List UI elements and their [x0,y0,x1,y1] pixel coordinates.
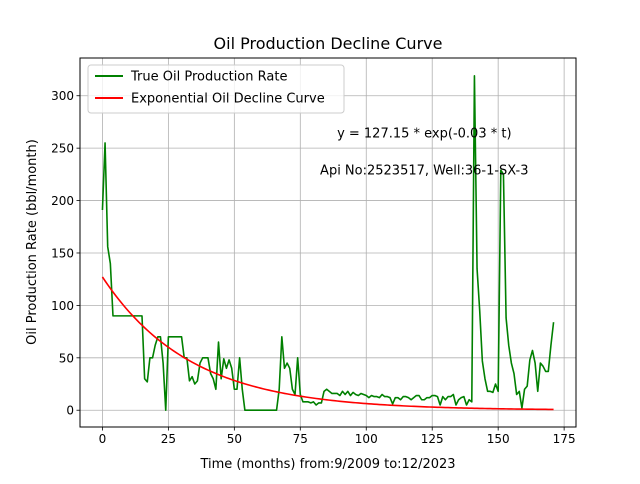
y-tick-label: 0 [66,404,74,418]
x-tick-label: 125 [421,432,444,446]
y-tick-label: 250 [51,142,74,156]
series-layer [101,75,555,412]
axes-frame [79,57,577,428]
equation-annotation: y = 127.15 * exp(-0.03 * t) [337,127,511,142]
x-axis-ticks: 0 25 50 75 100 125 150 175 [99,427,576,446]
legend: True Oil Production Rate Exponential Oil… [87,64,345,114]
x-tick-label: 150 [487,432,510,446]
chart-title: Oil Production Decline Curve [214,34,443,53]
y-tick-label: 300 [51,89,74,103]
legend-box [87,64,345,114]
x-tick-label: 175 [553,432,576,446]
x-tick-label: 25 [161,432,176,446]
y-axis-label: Oil Production Rate (bbl/month) [25,139,40,345]
true-oil-production-line [101,75,555,412]
y-tick-label: 100 [51,299,74,313]
x-tick-label: 100 [355,432,378,446]
x-tick-label: 75 [293,432,308,446]
legend-exponential-label: Exponential Oil Decline Curve [131,92,325,107]
x-tick-label: 0 [99,432,107,446]
well-annotation: Api No:2523517, Well:36-1-SX-3 [320,163,528,178]
exponential-decline-line [101,276,554,411]
y-tick-label: 200 [51,194,74,208]
y-axis-ticks: 0 50 100 150 200 250 300 [51,89,80,418]
legend-true-rate-label: True Oil Production Rate [130,70,287,85]
x-axis-label: Time (months) from:9/2009 to:12/2023 [199,457,455,472]
y-tick-label: 50 [59,351,74,365]
y-tick-label: 150 [51,246,74,260]
x-tick-label: 50 [227,432,242,446]
